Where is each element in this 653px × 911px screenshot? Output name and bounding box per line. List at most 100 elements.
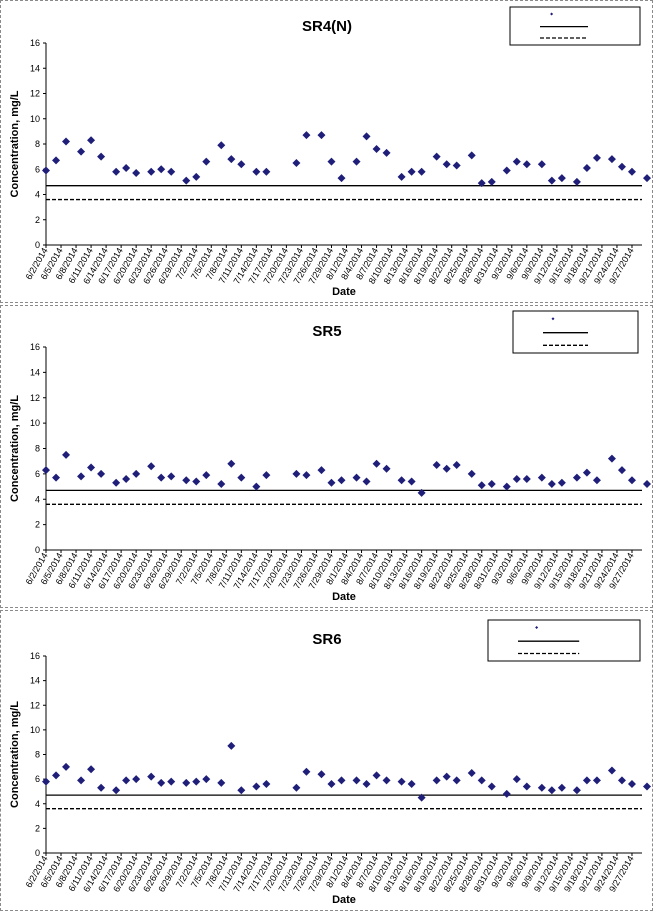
data-point bbox=[582, 468, 591, 477]
data-point bbox=[227, 741, 236, 750]
chart-svg-sr6: SR602468101214166/2/20146/5/20146/8/2014… bbox=[9, 619, 652, 906]
chart-title: SR5 bbox=[312, 323, 341, 340]
data-point bbox=[182, 476, 191, 485]
data-point bbox=[592, 776, 601, 785]
data-point bbox=[182, 778, 191, 787]
data-point bbox=[132, 169, 141, 178]
chart-panel-sr5: SR5 0 2 4 6 8 10 12 14 16 6/2/2014 6/5/2014 6/8/2014… bbox=[0, 305, 653, 608]
data-point bbox=[477, 481, 486, 490]
y-tick-label: 0 bbox=[35, 545, 40, 555]
data-point bbox=[487, 177, 496, 186]
data-point bbox=[617, 162, 626, 171]
data-point bbox=[97, 469, 106, 478]
data-point bbox=[617, 776, 626, 785]
chart-title: SR4(N) bbox=[302, 18, 352, 35]
y-tick-label: 12 bbox=[30, 89, 40, 99]
data-point bbox=[572, 473, 581, 482]
data-point bbox=[442, 160, 451, 169]
data-point bbox=[557, 478, 566, 487]
data-point bbox=[407, 167, 416, 176]
x-axis-label: Date bbox=[332, 591, 356, 603]
data-point bbox=[97, 783, 106, 792]
data-point bbox=[537, 783, 546, 792]
data-point bbox=[157, 778, 166, 787]
data-point bbox=[147, 462, 156, 471]
data-point bbox=[52, 473, 61, 482]
data-point bbox=[547, 176, 556, 185]
data-point bbox=[202, 157, 211, 166]
data-point bbox=[627, 167, 636, 176]
data-point bbox=[477, 776, 486, 785]
data-point bbox=[122, 163, 131, 172]
data-point bbox=[237, 786, 246, 795]
y-axis-label: Concentration, mg/L bbox=[9, 701, 21, 808]
chart-panel-sr6: SR6 0 2 4 6 8 10 12 14 16 6/2/2014 6/5/2014 6/8/2014… bbox=[0, 610, 653, 911]
data-point bbox=[627, 476, 636, 485]
data-point bbox=[317, 466, 326, 475]
data-point bbox=[467, 469, 476, 478]
data-point bbox=[397, 777, 406, 786]
data-point bbox=[217, 141, 226, 150]
data-point bbox=[132, 775, 141, 784]
data-point bbox=[417, 793, 426, 802]
y-tick-label: 2 bbox=[35, 823, 40, 833]
y-tick-label: 4 bbox=[35, 494, 40, 504]
data-point bbox=[407, 477, 416, 486]
data-point bbox=[167, 472, 176, 481]
data-point bbox=[317, 770, 326, 779]
data-point bbox=[432, 460, 441, 469]
data-point bbox=[487, 782, 496, 791]
legend-marker bbox=[550, 12, 554, 16]
data-point bbox=[467, 151, 476, 160]
data-point bbox=[502, 166, 511, 175]
data-point bbox=[292, 158, 301, 167]
data-point bbox=[502, 789, 511, 798]
data-point bbox=[262, 780, 271, 789]
y-axis-label: Concentration, mg/L bbox=[9, 395, 21, 502]
data-point bbox=[87, 136, 96, 145]
data-point bbox=[452, 776, 461, 785]
data-point bbox=[337, 776, 346, 785]
data-point bbox=[87, 765, 96, 774]
data-point bbox=[77, 776, 86, 785]
data-point bbox=[237, 473, 246, 482]
data-point bbox=[202, 471, 211, 480]
legend-box bbox=[512, 310, 639, 354]
data-point bbox=[217, 480, 226, 489]
y-tick-label: 6 bbox=[35, 774, 40, 784]
data-point bbox=[607, 766, 616, 775]
data-point bbox=[167, 167, 176, 176]
data-point bbox=[87, 463, 96, 472]
data-point bbox=[112, 478, 121, 487]
data-point bbox=[217, 778, 226, 787]
data-point bbox=[362, 132, 371, 141]
data-point bbox=[547, 786, 556, 795]
y-tick-label: 14 bbox=[30, 367, 40, 377]
y-tick-label: 14 bbox=[30, 676, 40, 686]
data-point bbox=[547, 480, 556, 489]
data-point bbox=[643, 174, 652, 183]
data-point bbox=[607, 155, 616, 164]
data-point bbox=[372, 459, 381, 468]
data-point bbox=[572, 786, 581, 795]
data-point bbox=[592, 153, 601, 162]
data-point bbox=[192, 172, 201, 181]
y-tick-label: 8 bbox=[35, 750, 40, 760]
data-point bbox=[302, 471, 311, 480]
legend-marker bbox=[535, 626, 539, 630]
data-point bbox=[182, 176, 191, 185]
data-point bbox=[407, 780, 416, 789]
data-point bbox=[62, 137, 71, 146]
data-point bbox=[227, 459, 236, 468]
data-point bbox=[62, 762, 71, 771]
y-tick-label: 16 bbox=[30, 342, 40, 352]
data-point bbox=[643, 480, 652, 489]
y-tick-label: 4 bbox=[35, 799, 40, 809]
data-point bbox=[512, 775, 521, 784]
data-point bbox=[252, 782, 261, 791]
y-tick-label: 14 bbox=[30, 63, 40, 73]
y-tick-label: 8 bbox=[35, 444, 40, 454]
y-tick-label: 12 bbox=[30, 393, 40, 403]
data-point bbox=[337, 476, 346, 485]
data-point bbox=[572, 177, 581, 186]
